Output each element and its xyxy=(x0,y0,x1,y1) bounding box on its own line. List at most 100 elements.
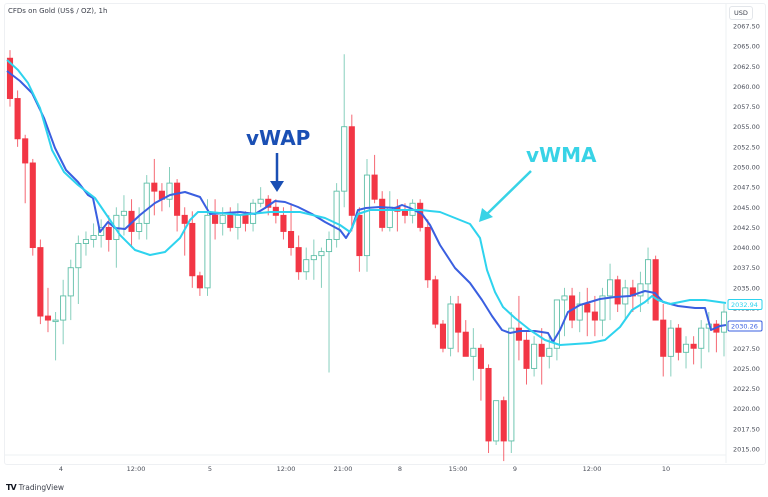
tradingview-logo-icon: TV xyxy=(6,483,17,492)
chart-frame xyxy=(4,3,766,465)
price-tick: 2035.00 xyxy=(733,284,760,292)
currency-button[interactable]: USD xyxy=(729,6,753,20)
candle-up xyxy=(720,303,728,357)
price-tick: 2027.50 xyxy=(733,345,760,353)
candle-down xyxy=(523,332,530,385)
price-tick: 2017.50 xyxy=(733,425,760,433)
candle-up xyxy=(60,279,67,345)
candle-down xyxy=(690,336,697,365)
candle-up xyxy=(143,175,150,240)
candle-up xyxy=(622,279,629,321)
candle-down xyxy=(652,255,659,321)
candle-up xyxy=(386,191,393,232)
candle-down xyxy=(22,134,29,204)
time-tick: 12:00 xyxy=(583,465,602,473)
candle-down xyxy=(584,287,591,337)
candle-down xyxy=(713,320,720,353)
candle-up xyxy=(576,291,583,333)
candle-down xyxy=(424,219,431,288)
candle-down xyxy=(660,303,667,377)
candle-up xyxy=(682,336,690,369)
candle-up xyxy=(98,219,105,248)
candle-up xyxy=(531,336,538,377)
candle-down xyxy=(591,295,598,337)
candle-up xyxy=(166,167,173,208)
price-tick: 2050.00 xyxy=(733,164,760,172)
candle-up xyxy=(303,247,310,280)
candle-up xyxy=(325,231,333,373)
candle-down xyxy=(485,364,492,454)
candle-up xyxy=(508,312,515,454)
candle-up xyxy=(90,223,97,248)
candle-up xyxy=(493,400,500,445)
candle-down xyxy=(212,199,219,240)
candle-up xyxy=(561,287,568,337)
candle-down xyxy=(500,396,507,462)
candle-up xyxy=(667,320,674,377)
price-tick: 2040.00 xyxy=(733,244,760,252)
last-value-labels: 2032.94 2030.26 xyxy=(727,298,763,332)
candle-down xyxy=(29,158,36,256)
time-tick: 10 xyxy=(662,465,670,473)
candle-up xyxy=(318,247,325,288)
price-tick: 2052.50 xyxy=(733,143,760,151)
candles xyxy=(6,50,728,462)
candle-up xyxy=(607,263,614,321)
candle-up xyxy=(553,299,560,361)
candle-down xyxy=(455,295,462,353)
vwma-annotation-text: vWMA xyxy=(526,143,597,167)
candle-down xyxy=(44,287,52,333)
price-tick: 2045.00 xyxy=(733,204,760,212)
last-value-label: 2032.94 xyxy=(731,301,758,309)
candle-down xyxy=(439,320,447,353)
vwma-arrow-icon xyxy=(486,170,532,215)
candle-up xyxy=(113,207,120,268)
candle-down xyxy=(371,154,378,204)
time-tick: 12:00 xyxy=(277,465,296,473)
vwma-line xyxy=(6,59,727,346)
price-tick: 2025.00 xyxy=(733,365,760,373)
time-tick: 4 xyxy=(59,465,63,473)
price-tick: 2047.50 xyxy=(733,184,760,192)
vwap-annotation: vWAP xyxy=(246,126,310,192)
candle-up xyxy=(363,158,371,272)
candle-down xyxy=(356,207,363,272)
last-value-label: 2030.26 xyxy=(731,323,758,331)
brand-name: TradingView xyxy=(18,483,64,492)
price-tick: 2022.50 xyxy=(733,385,760,393)
vwap-arrowhead-icon xyxy=(270,181,284,192)
candle-down xyxy=(348,114,355,232)
vwap-line xyxy=(6,70,727,343)
candle-down xyxy=(477,344,484,401)
vwma-arrowhead-icon xyxy=(479,208,493,222)
price-tick: 2067.50 xyxy=(733,23,760,31)
time-tick: 9 xyxy=(513,465,517,473)
candle-up xyxy=(310,239,317,280)
candle-down xyxy=(6,50,14,107)
time-tick: 15:00 xyxy=(449,465,468,473)
candle-up xyxy=(52,312,59,361)
candle-up xyxy=(644,247,652,304)
price-axis[interactable]: 2067.50 2065.00 2062.50 2060.00 2057.50 2055.… xyxy=(733,23,760,454)
candle-up xyxy=(67,259,74,321)
chart-title: CFDs on Gold (US$ / OZ), 1h xyxy=(8,7,108,15)
candle-down xyxy=(37,239,44,325)
candle-up xyxy=(75,235,82,304)
candle-down xyxy=(189,211,196,288)
time-axis[interactable]: 4 12:00 5 12:00 21:00 8 15:00 9 12:00 10 xyxy=(59,465,670,473)
candle-down xyxy=(196,271,203,296)
candle-down xyxy=(295,235,302,280)
candle-down xyxy=(432,275,439,329)
price-tick: 2055.00 xyxy=(733,123,760,131)
time-tick: 8 xyxy=(398,465,402,473)
vwma-annotation: vWMA xyxy=(479,143,597,222)
candle-up xyxy=(257,187,264,208)
time-tick: 21:00 xyxy=(334,465,353,473)
candle-up xyxy=(204,199,211,296)
candle-up xyxy=(698,320,705,369)
candle-down xyxy=(151,158,158,216)
tradingview-logo[interactable]: TV TradingView xyxy=(6,483,64,492)
candle-up xyxy=(250,199,257,232)
price-tick: 2065.00 xyxy=(733,43,760,51)
